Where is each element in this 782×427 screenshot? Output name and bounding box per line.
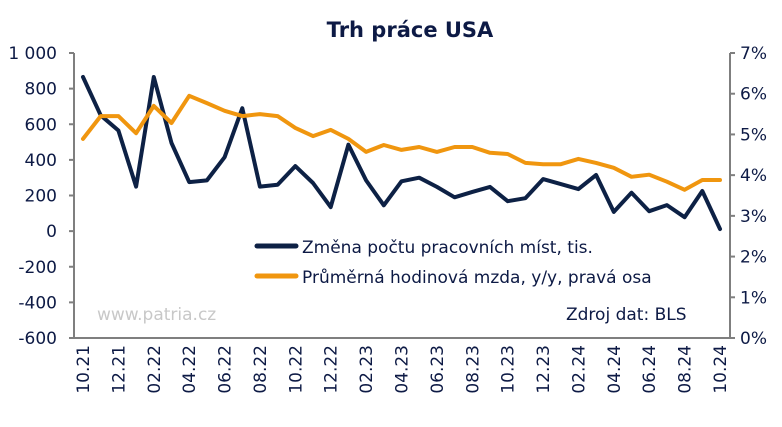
x-tick-label: 04.24 bbox=[605, 345, 625, 394]
x-tick-label: 10.21 bbox=[74, 345, 94, 394]
right-tick-label: 4% bbox=[740, 166, 767, 186]
x-tick-label: 12.23 bbox=[534, 345, 554, 394]
x-tick-label: 08.22 bbox=[251, 345, 271, 394]
x-tick-label: 02.22 bbox=[145, 345, 165, 394]
x-tick-label: 10.23 bbox=[499, 345, 519, 394]
left-tick-label: -200 bbox=[18, 258, 57, 278]
watermark: www.patria.cz bbox=[97, 305, 216, 325]
x-tick-label: 10.24 bbox=[711, 345, 731, 394]
legend-label-jobs: Změna počtu pracovních míst, tis. bbox=[302, 238, 593, 258]
series-line-wages bbox=[81, 93, 722, 192]
left-tick-label: 600 bbox=[25, 115, 57, 135]
right-tick-label: 6% bbox=[740, 85, 767, 105]
left-tick-label: -400 bbox=[18, 293, 57, 313]
left-tick-label: 400 bbox=[25, 151, 57, 171]
x-tick-label: 06.23 bbox=[428, 345, 448, 394]
x-tick-label: 12.22 bbox=[322, 345, 342, 394]
legend-label-wages: Průměrná hodinová mzda, y/y, pravá osa bbox=[302, 268, 652, 288]
right-tick-label: 2% bbox=[740, 248, 767, 268]
x-tick-label: 06.22 bbox=[216, 345, 236, 394]
left-tick-label: -600 bbox=[18, 329, 57, 349]
chart-title: Trh práce USA bbox=[327, 18, 494, 42]
x-tick-label: 06.24 bbox=[640, 345, 660, 394]
x-tick-label: 04.22 bbox=[180, 345, 200, 394]
x-tick-label: 10.22 bbox=[286, 345, 306, 394]
right-tick-label: 0% bbox=[740, 329, 767, 349]
series-line-jobs bbox=[81, 75, 722, 231]
left-tick-label: 200 bbox=[25, 187, 57, 207]
left-tick-label: 800 bbox=[25, 80, 57, 100]
x-tick-label: 04.23 bbox=[393, 345, 413, 394]
legend: Změna počtu pracovních míst, tis. Průměr… bbox=[254, 238, 652, 288]
right-tick-label: 1% bbox=[740, 288, 767, 308]
x-tick-label: 02.23 bbox=[357, 345, 377, 394]
x-tick-label: 08.23 bbox=[463, 345, 483, 394]
source-note: Zdroj dat: BLS bbox=[566, 305, 687, 325]
left-tick-label: 1 000 bbox=[8, 44, 57, 64]
x-tick-label: 08.24 bbox=[676, 345, 696, 394]
x-tick-label: 12.21 bbox=[109, 345, 129, 394]
left-tick-label: 0 bbox=[46, 222, 57, 242]
right-tick-label: 5% bbox=[740, 125, 767, 145]
right-tick-label: 3% bbox=[740, 207, 767, 227]
right-tick-label: 7% bbox=[740, 44, 767, 64]
x-tick-label: 02.24 bbox=[569, 345, 589, 394]
